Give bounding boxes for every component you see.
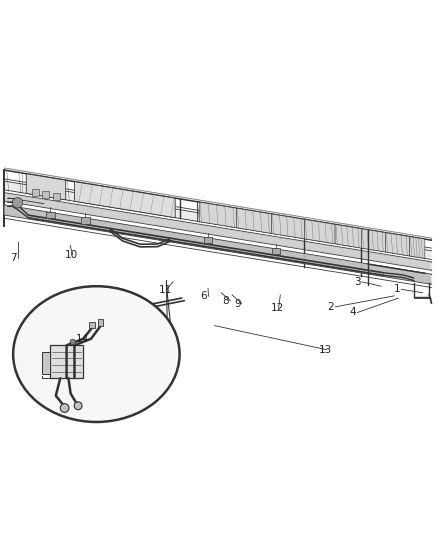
Text: 8: 8 [223, 296, 229, 305]
Circle shape [12, 198, 23, 208]
Polygon shape [361, 229, 385, 252]
Polygon shape [4, 193, 431, 270]
Polygon shape [410, 237, 425, 259]
Polygon shape [4, 181, 431, 260]
Polygon shape [4, 205, 431, 284]
Text: 3: 3 [354, 277, 360, 287]
Text: 9: 9 [234, 298, 240, 309]
Text: 11: 11 [159, 285, 172, 295]
Circle shape [74, 402, 82, 410]
Text: 14: 14 [75, 334, 88, 344]
Text: 12: 12 [271, 303, 284, 313]
Polygon shape [272, 214, 304, 239]
Circle shape [70, 339, 75, 344]
Polygon shape [385, 233, 410, 256]
Text: 2: 2 [328, 302, 334, 312]
Polygon shape [335, 224, 361, 248]
Polygon shape [199, 202, 237, 228]
Polygon shape [42, 352, 50, 374]
Circle shape [60, 403, 69, 413]
Polygon shape [272, 248, 280, 254]
Polygon shape [46, 212, 55, 218]
Bar [89, 322, 95, 328]
Bar [53, 192, 60, 200]
Ellipse shape [13, 286, 180, 422]
Polygon shape [74, 182, 175, 217]
Text: 6: 6 [201, 291, 207, 301]
Polygon shape [304, 220, 335, 244]
Bar [42, 191, 49, 198]
Text: 7: 7 [10, 253, 16, 263]
Text: 4: 4 [350, 308, 356, 318]
Polygon shape [4, 168, 431, 240]
Polygon shape [237, 208, 272, 233]
Text: 13: 13 [319, 345, 332, 355]
Polygon shape [26, 174, 66, 200]
Polygon shape [81, 217, 90, 223]
Bar [32, 189, 39, 196]
Text: 1: 1 [393, 284, 400, 294]
Polygon shape [204, 237, 212, 244]
Polygon shape [50, 345, 83, 378]
Bar [98, 319, 103, 326]
Text: 10: 10 [65, 249, 78, 260]
